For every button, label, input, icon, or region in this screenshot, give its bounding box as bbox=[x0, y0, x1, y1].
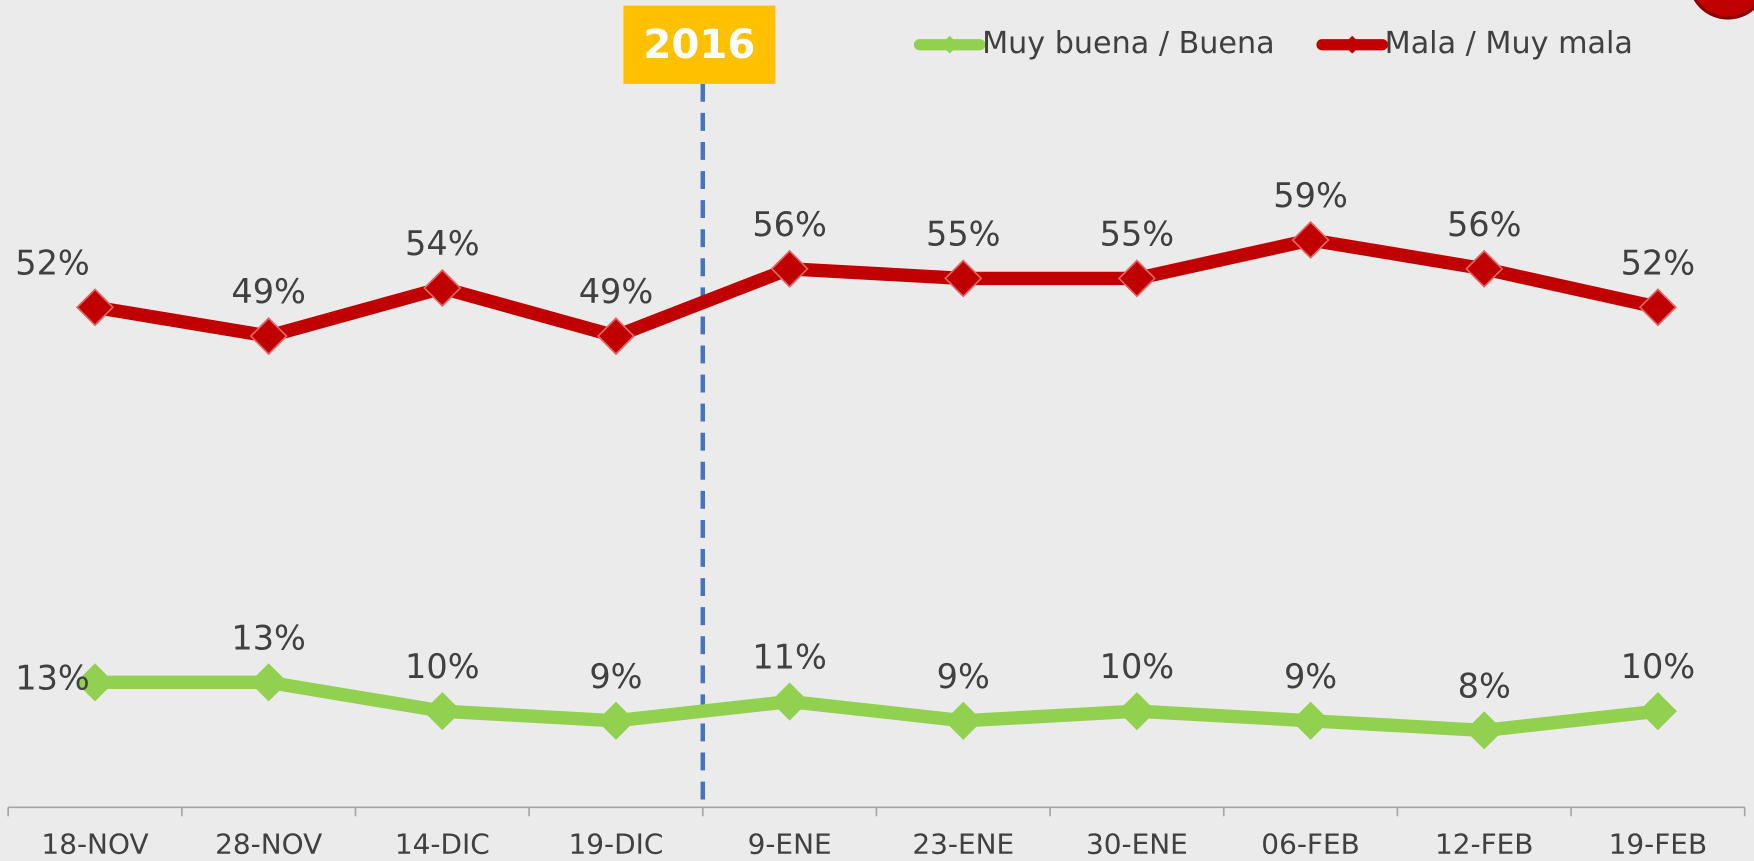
x-tick-label: 30-ENE bbox=[1086, 827, 1188, 860]
data-label: 9% bbox=[589, 657, 642, 696]
data-label: 59% bbox=[1273, 176, 1348, 215]
data-label: 55% bbox=[1100, 214, 1175, 253]
x-tick-label: 19-DIC bbox=[569, 827, 664, 860]
data-label: 49% bbox=[579, 272, 654, 311]
data-point bbox=[423, 692, 462, 731]
data-label: 52% bbox=[15, 243, 90, 282]
corner-icon bbox=[1693, 0, 1754, 20]
x-tick-label: 28-NOV bbox=[215, 827, 322, 860]
data-point bbox=[944, 701, 983, 740]
data-point bbox=[596, 701, 636, 740]
data-point bbox=[1117, 692, 1156, 731]
data-label: 9% bbox=[1284, 657, 1337, 696]
x-tick-label: 19-FEB bbox=[1609, 827, 1708, 860]
data-label: 13% bbox=[15, 659, 90, 698]
data-label: 10% bbox=[1100, 647, 1175, 686]
x-tick-label: 9-ENE bbox=[748, 827, 832, 860]
data-point bbox=[770, 249, 809, 288]
data-point bbox=[1638, 288, 1677, 327]
data-label: 52% bbox=[1621, 243, 1696, 282]
data-label: 55% bbox=[926, 214, 1001, 253]
series-line bbox=[94, 675, 1659, 738]
data-label: 10% bbox=[1621, 647, 1696, 686]
data-point bbox=[1465, 711, 1504, 750]
data-label: 13% bbox=[231, 618, 306, 657]
data-point bbox=[1291, 220, 1330, 260]
series-line bbox=[93, 233, 1660, 343]
data-point bbox=[249, 317, 288, 356]
data-point bbox=[944, 259, 983, 298]
data-label: 10% bbox=[405, 647, 480, 686]
data-label: 8% bbox=[1458, 666, 1511, 705]
data-label: 9% bbox=[937, 657, 990, 696]
data-label: 56% bbox=[1447, 205, 1522, 244]
data-label: 11% bbox=[752, 638, 827, 677]
data-point bbox=[1465, 249, 1504, 288]
legend-marker bbox=[940, 35, 959, 54]
legend-label: Mala / Muy mala bbox=[1385, 26, 1633, 61]
data-point bbox=[1117, 259, 1156, 298]
data-point bbox=[596, 317, 636, 356]
data-point bbox=[1291, 701, 1330, 740]
data-point bbox=[423, 268, 462, 308]
x-tick-label: 23-ENE bbox=[912, 827, 1014, 860]
legend-marker bbox=[1343, 35, 1362, 54]
annotation-box bbox=[623, 5, 776, 84]
x-tick-label: 06-FEB bbox=[1261, 827, 1360, 860]
data-label: 49% bbox=[231, 272, 306, 311]
legend-label: Muy buena / Buena bbox=[982, 26, 1275, 61]
data-point bbox=[770, 682, 809, 721]
annotation: 2016 bbox=[643, 22, 755, 68]
data-point bbox=[75, 288, 115, 327]
data-point bbox=[249, 663, 288, 702]
x-tick-label: 12-FEB bbox=[1435, 827, 1534, 860]
data-label: 54% bbox=[405, 224, 480, 263]
data-point bbox=[1638, 692, 1677, 731]
data-label: 56% bbox=[752, 205, 827, 244]
data-point bbox=[75, 663, 115, 702]
x-tick-label: 14-DIC bbox=[395, 827, 490, 860]
x-tick-label: 18-NOV bbox=[41, 827, 148, 860]
